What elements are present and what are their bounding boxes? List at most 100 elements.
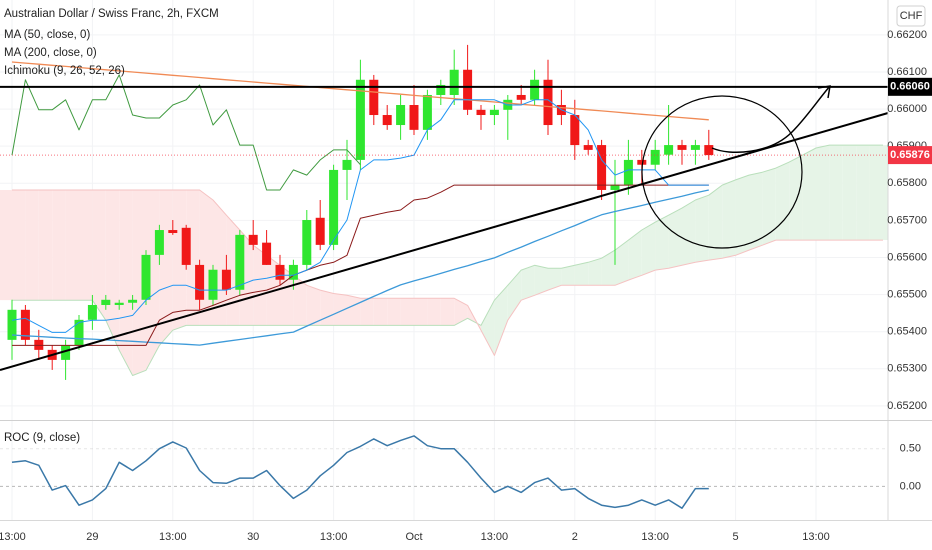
cloud-segment [655, 215, 669, 271]
candle-body [262, 242, 272, 265]
cloud-segment [708, 185, 723, 261]
candle-body [664, 145, 674, 155]
candle-body [34, 339, 44, 350]
candle-body [570, 115, 580, 146]
legend: Australian Dollar / Swiss Franc, 2h, FXC… [4, 5, 926, 444]
candle-body [87, 304, 97, 320]
cloud-segment [481, 300, 495, 356]
arrow-drawing [711, 85, 831, 153]
cloud-segment [749, 172, 763, 251]
drawings [0, 85, 889, 371]
symbol-title: Australian Dollar / Swiss Franc, 2h, FXC… [4, 8, 219, 20]
cloud-segment [347, 295, 361, 326]
candle-body [74, 319, 84, 346]
cloud-segment [802, 148, 816, 241]
x-tick-label: 13:00 [0, 531, 26, 543]
candle-body [168, 230, 178, 234]
cloud-segment [789, 155, 803, 241]
candle-body [248, 234, 258, 245]
cloud-segment [695, 195, 709, 263]
cloud-segment [320, 290, 334, 326]
y-tick-label: 0.66000 [887, 103, 927, 115]
candle-body [530, 79, 540, 100]
candle-body [489, 109, 499, 116]
y-tick-label: 0.00 [900, 480, 921, 492]
x-tick-label: 13:00 [641, 531, 669, 543]
cloud-segment [521, 265, 535, 301]
cloud-segment [373, 298, 388, 326]
ma-line [11, 189, 709, 346]
indicator-title: ROC (9, close) [4, 432, 80, 444]
cloud-segment [494, 285, 508, 356]
candle-body [7, 309, 17, 340]
price-tag [888, 77, 932, 96]
price-tag [888, 146, 932, 165]
cloud-segment [172, 189, 187, 331]
x-tick-label: 13:00 [481, 531, 509, 543]
candle-body [221, 269, 231, 290]
candle-body [329, 169, 339, 245]
cloud-segment [842, 145, 857, 241]
cloud-segment [682, 199, 696, 266]
arrow-head [817, 85, 831, 99]
cloud-segment [92, 189, 106, 321]
candle-body [610, 184, 620, 190]
y-tick-label: 0.66100 [887, 66, 927, 78]
candle-body [396, 105, 406, 126]
cloud-segment [615, 240, 629, 286]
cloud-segment [306, 285, 321, 326]
candle-body [476, 109, 486, 116]
candle-body [382, 115, 392, 126]
candle-body [463, 69, 473, 110]
y-tick-label: 0.65700 [887, 214, 927, 226]
y-tick-label: 0.65300 [887, 363, 927, 375]
cloud-segment [0, 189, 26, 301]
span-b-line [12, 189, 883, 356]
cloud-segment [762, 168, 776, 246]
candle-body [650, 149, 660, 165]
cloud-segment [333, 293, 347, 326]
candle-body [181, 227, 191, 265]
candle-body [516, 94, 526, 100]
candle-body [128, 299, 138, 303]
y-tick-label: 0.65800 [887, 177, 927, 189]
currency-box[interactable] [896, 5, 926, 27]
candle-body [583, 145, 593, 150]
legend-entry: MA (200, close, 0) [4, 47, 97, 59]
cloud-segment [400, 298, 414, 326]
x-tick-label: 13:00 [320, 531, 348, 543]
cloud-segment [641, 222, 656, 276]
candle-body [704, 145, 714, 156]
candle-body [637, 159, 647, 165]
candle-body [543, 79, 553, 126]
cloud-segment [440, 298, 455, 326]
x-tick-label: 13:00 [802, 531, 830, 543]
cloud-segment [25, 189, 39, 301]
candle-body [61, 345, 71, 360]
candle-body [597, 145, 607, 190]
x-tick-label: 30 [247, 531, 259, 543]
candle-body [302, 220, 312, 265]
y-tick-label: 0.50 [900, 443, 921, 455]
cloud-segment [199, 189, 213, 326]
y-tick-label: 0.65200 [887, 400, 927, 412]
cloud-segment [387, 298, 401, 326]
candle-body [436, 84, 446, 95]
y-tick-label: 0.65500 [887, 288, 927, 300]
cloud-segment [414, 298, 428, 326]
y-tick-label: 0.66200 [887, 29, 927, 41]
currency-label[interactable]: CHF [900, 10, 923, 22]
candle-body [690, 145, 700, 150]
cloud-segment [775, 162, 790, 241]
span-a-line [12, 144, 883, 376]
cloud-segment [735, 175, 749, 256]
cloud-segment [119, 189, 133, 376]
x-tick-label: 13:00 [159, 531, 187, 543]
candle-body [195, 264, 205, 300]
ichimoku-conversion-line [11, 99, 709, 333]
cloud-segment [628, 230, 642, 281]
cloud-segment [280, 265, 294, 326]
cloud-segment [105, 189, 120, 351]
candle-body [315, 217, 325, 245]
circle-drawing [641, 95, 803, 249]
